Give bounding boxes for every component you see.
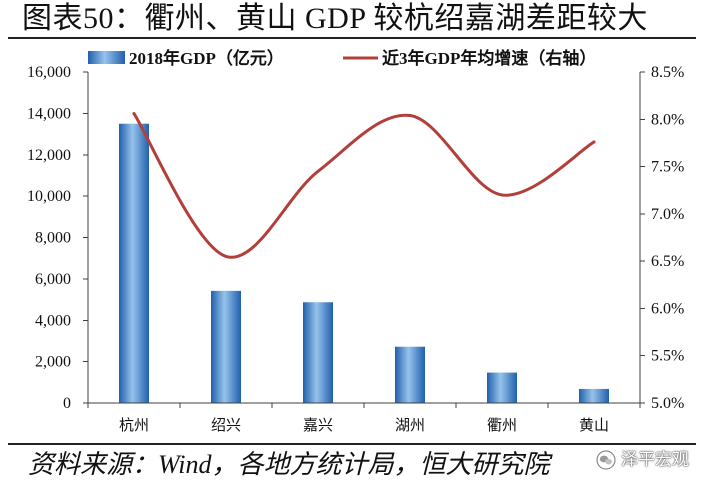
right-tick-label: 8.0% <box>651 111 684 128</box>
left-tick-label: 10,000 <box>27 188 71 205</box>
growth-rate-point-1 <box>132 112 136 116</box>
legend-bar-swatch <box>88 51 125 64</box>
figure-title: 图表50：衢州、黄山 GDP 较杭绍嘉湖差距较大 <box>22 2 648 35</box>
x-tick-label: 衢州 <box>487 417 517 434</box>
growth-rate-point-4 <box>408 114 412 117</box>
right-tick-label: 6.5% <box>651 253 684 270</box>
legend-bar-label: 2018年GDP（亿元） <box>129 48 284 68</box>
left-tick-label: 6,000 <box>35 271 71 288</box>
right-tick-label: 5.0% <box>651 395 684 412</box>
growth-rate-point-6 <box>592 140 596 144</box>
wechat-logo-icon <box>596 450 616 470</box>
gdp-bar-5 <box>487 372 517 403</box>
x-tick-label: 绍兴 <box>211 417 241 434</box>
right-tick-label: 5.5% <box>651 348 684 365</box>
gdp-bar-6 <box>579 388 609 403</box>
legend-line-label: 近3年GDP年均增速（右轴） <box>382 48 596 68</box>
gdp-bar-1 <box>119 123 149 403</box>
left-tick-label: 0 <box>63 395 71 412</box>
right-tick-label: 6.0% <box>651 300 684 317</box>
growth-rate-line <box>132 112 596 259</box>
right-tick-label: 7.0% <box>651 206 684 223</box>
gdp-bar-3 <box>303 302 333 403</box>
left-tick-label: 14,000 <box>27 105 71 122</box>
x-tick-label: 湖州 <box>395 417 425 434</box>
x-tick-label: 嘉兴 <box>303 417 333 434</box>
growth-rate-point-2 <box>224 254 228 258</box>
watermark: 泽平宏观 <box>596 449 689 471</box>
left-tick-label: 2,000 <box>35 354 71 371</box>
gdp-bar-4 <box>395 346 425 403</box>
gdp-bar-2 <box>211 290 241 403</box>
source-divider <box>8 443 696 445</box>
title-divider <box>8 37 696 39</box>
growth-rate-point-3 <box>316 169 320 173</box>
left-tick-label: 12,000 <box>27 147 71 164</box>
x-tick-label: 杭州 <box>119 417 149 434</box>
source-note: 资料来源：Wind，各地方统计局，恒大研究院 <box>28 450 550 479</box>
left-tick-label: 8,000 <box>35 230 71 247</box>
growth-rate-point-5 <box>500 193 504 197</box>
right-tick-label: 8.5% <box>651 64 684 81</box>
left-tick-label: 16,000 <box>27 64 71 81</box>
watermark-text: 泽平宏观 <box>621 450 689 470</box>
right-tick-label: 7.5% <box>651 159 684 176</box>
x-tick-label: 黄山 <box>579 417 609 434</box>
left-tick-label: 4,000 <box>35 312 71 329</box>
